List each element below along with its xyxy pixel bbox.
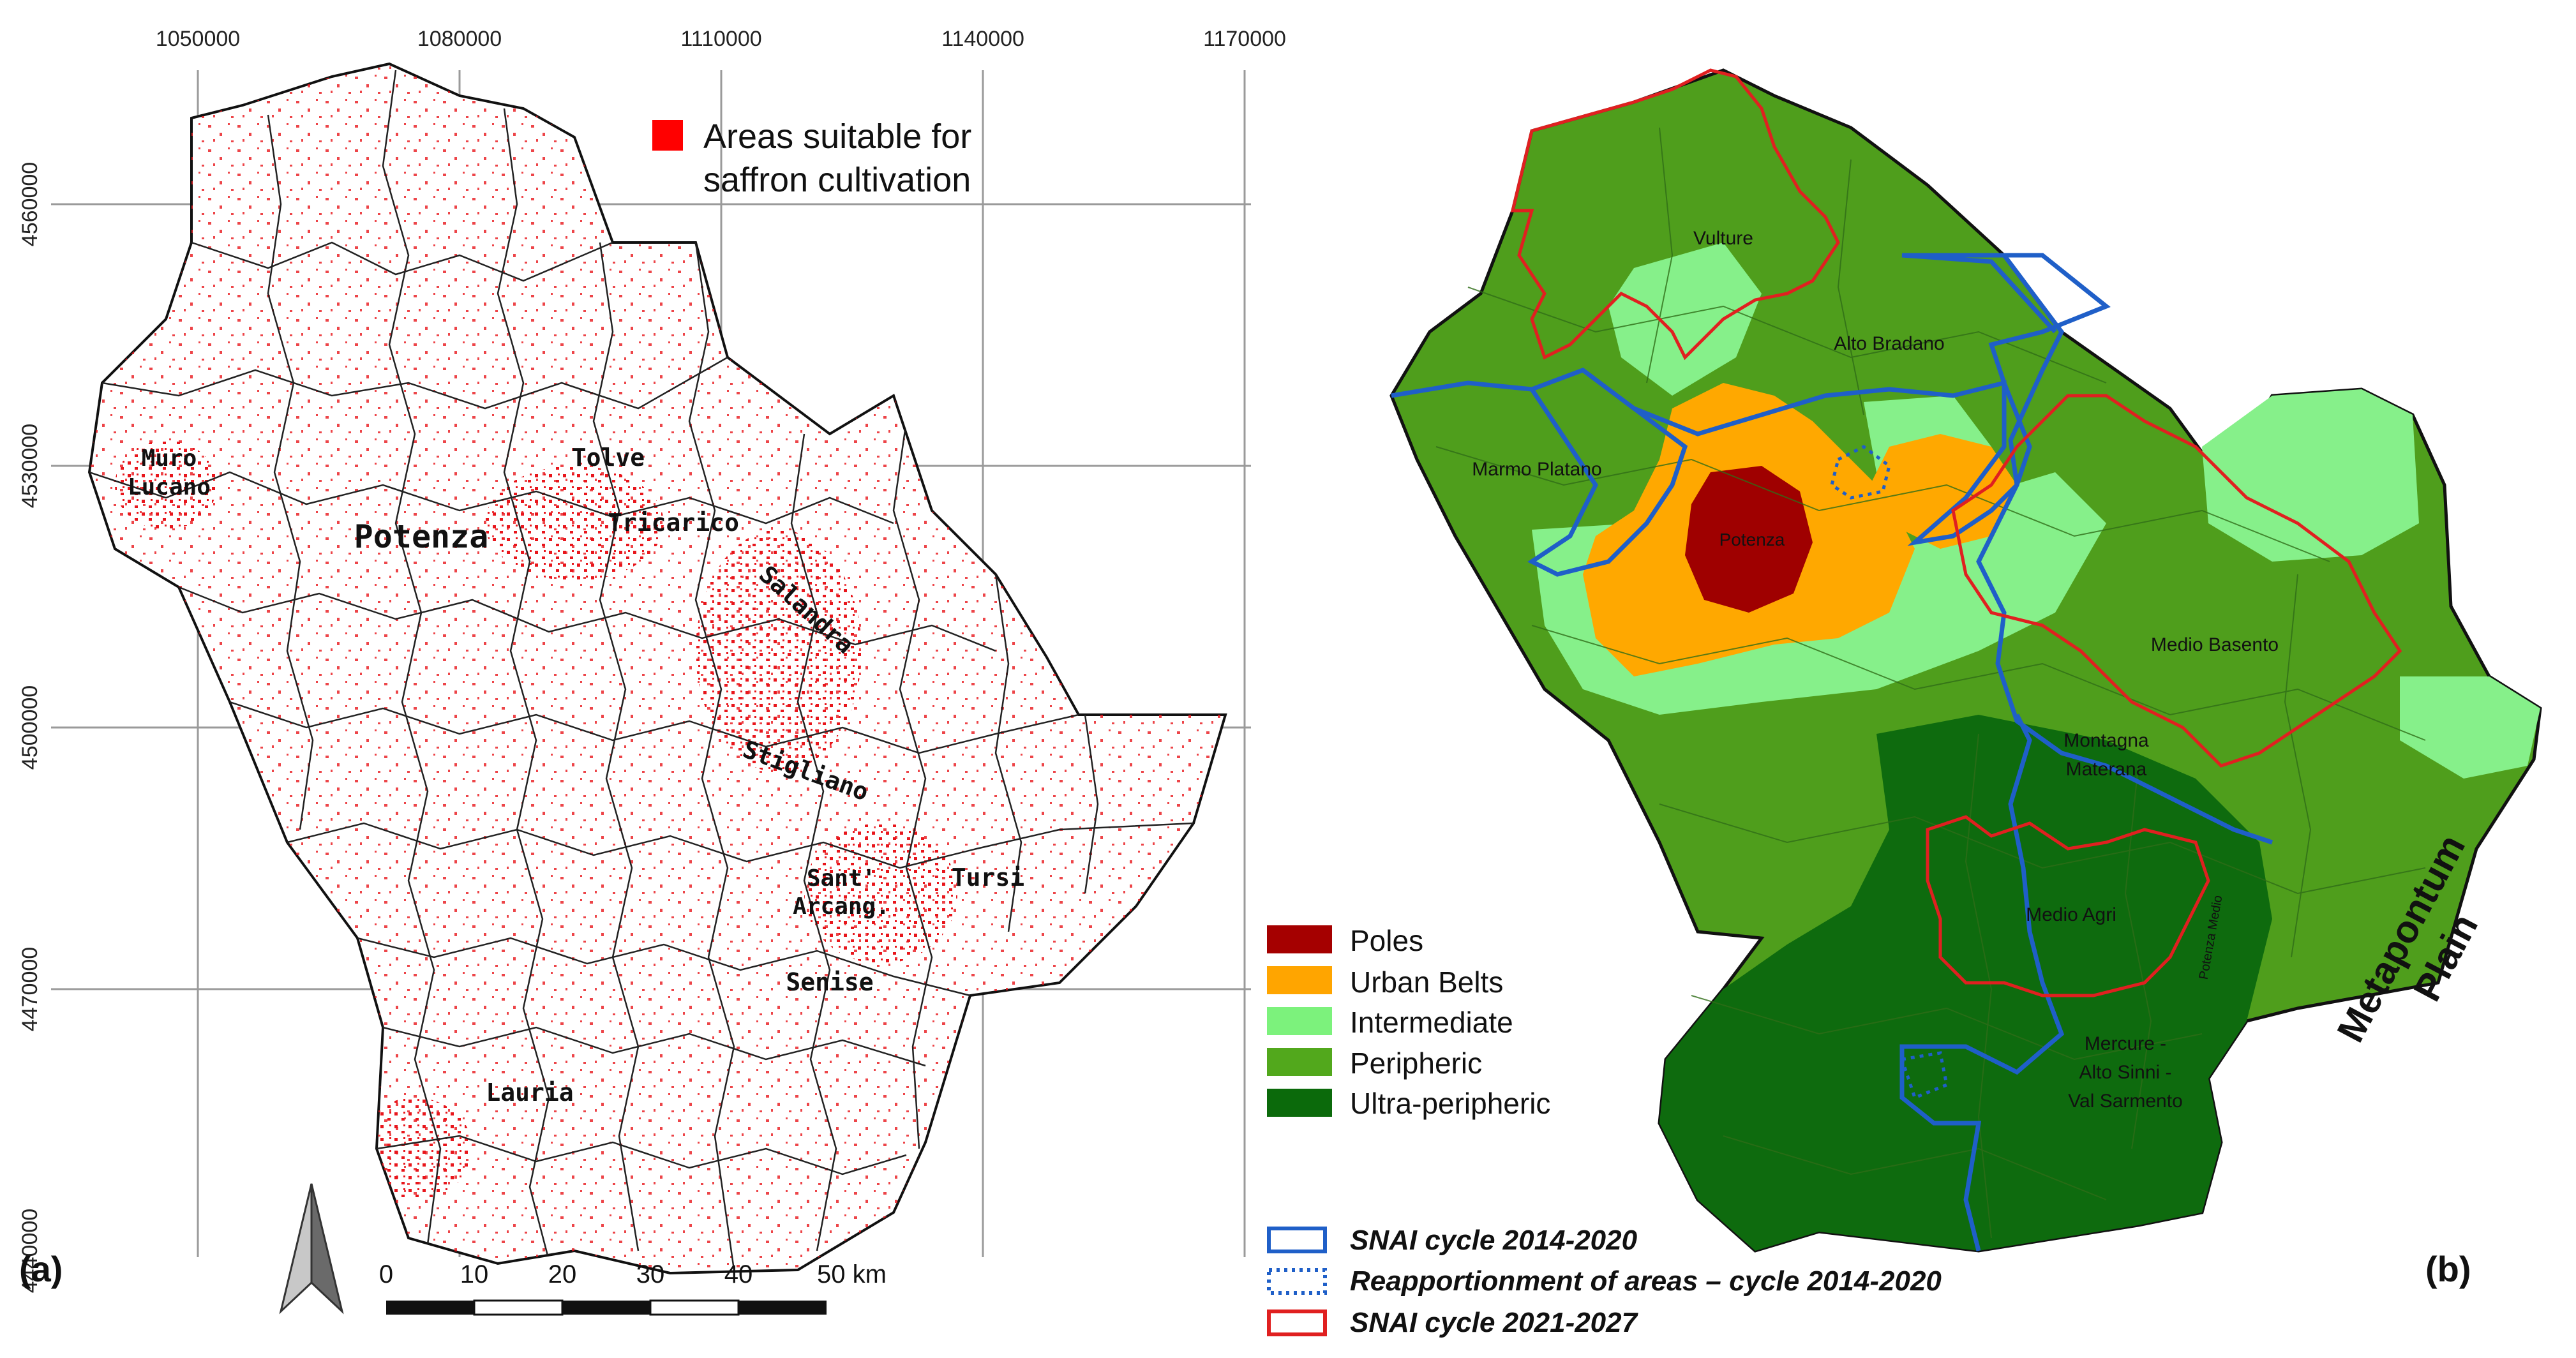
panel-a-tag: (a) <box>19 1249 63 1289</box>
legend-label: SNAI cycle 2021-2027 <box>1350 1307 1639 1338</box>
suitable-area-cluster <box>115 440 217 530</box>
area-label: Marmo Platano <box>1472 459 1601 480</box>
north-arrow-icon <box>279 1183 344 1315</box>
x-tick: 1110000 <box>680 27 761 51</box>
legend-label: Poles <box>1350 924 1423 957</box>
x-tick: 1140000 <box>941 27 1024 51</box>
place-label: Sant' <box>807 865 876 892</box>
legend-label: Intermediate <box>1350 1006 1513 1039</box>
area-label: Potenza <box>1719 530 1785 549</box>
suitable-area-cluster <box>357 1098 472 1200</box>
place-label: Potenza <box>354 518 489 555</box>
x-tick: 1080000 <box>417 27 502 51</box>
legend-swatch <box>1267 1310 1327 1336</box>
legend-swatch <box>1267 1048 1332 1076</box>
place-label: Tursi <box>952 863 1024 892</box>
x-tick: 1050000 <box>156 27 240 51</box>
y-tick: 4440000 <box>18 1209 42 1293</box>
legend-swatch <box>1267 1007 1332 1035</box>
intermediate-zone <box>2202 389 2419 562</box>
y-tick: 4500000 <box>18 685 42 770</box>
snai-2014-2020-boundary <box>1391 253 2273 1251</box>
scale-label: 10 <box>460 1260 489 1288</box>
area-label: Montagna <box>2063 730 2149 751</box>
area-label: Alto Sinni - <box>2079 1062 2171 1083</box>
legend-swatch <box>1267 1089 1332 1117</box>
scale-bar: 0 10 20 30 40 50 km <box>379 1260 887 1316</box>
legend-swatch <box>1267 925 1332 953</box>
y-tick: 4470000 <box>18 947 42 1031</box>
suitable-area-cluster <box>696 530 862 772</box>
place-label: Tolve <box>572 444 645 472</box>
area-label: Mercure - <box>2085 1033 2166 1054</box>
place-label: Lauria <box>486 1078 573 1107</box>
area-label: Medio Agri <box>2026 904 2116 925</box>
place-label: Arcang. <box>793 893 890 920</box>
scale-label: 30 <box>636 1260 665 1288</box>
class-legend: Poles Urban Belts Intermediate Peripheri… <box>1267 924 1550 1120</box>
y-tick: 4530000 <box>18 424 42 508</box>
place-label: Tricarico <box>608 509 739 537</box>
area-label: Medio Basento <box>2151 634 2279 655</box>
legend-label: saffron cultivation <box>703 161 971 199</box>
place-label: Senise <box>786 968 873 996</box>
area-label: Vulture <box>1693 228 1753 249</box>
legend-label: Areas suitable for <box>703 117 971 156</box>
scale-label: 50 km <box>817 1260 887 1288</box>
basilicata-region-a <box>87 62 1227 1275</box>
area-label: Val Sarmento <box>2068 1091 2183 1112</box>
area-label: Alto Bradano <box>1834 333 1944 354</box>
panel-b-tag: (b) <box>2425 1249 2471 1289</box>
suitable-area-cluster <box>804 823 957 964</box>
saffron-legend: Areas suitable for saffron cultivation <box>652 117 971 199</box>
legend-swatch <box>1267 1227 1327 1253</box>
place-label: Muro <box>142 445 197 472</box>
legend-label: Urban Belts <box>1350 966 1503 999</box>
boundary-legend: SNAI cycle 2014-2020 Reapportionment of … <box>1267 1225 1942 1338</box>
legend-swatch <box>652 120 683 151</box>
intermediate-zone <box>1608 243 1762 396</box>
scale-label: 20 <box>548 1260 577 1288</box>
legend-swatch <box>1267 1268 1327 1295</box>
scale-label: 40 <box>724 1260 753 1288</box>
scale-label: 0 <box>379 1260 393 1288</box>
panel-b-map: Vulture Alto Bradano Marmo Platano Poten… <box>1267 68 2542 1338</box>
snai-2021-2027-boundary <box>1926 815 2210 997</box>
legend-label: SNAI cycle 2014-2020 <box>1350 1225 1638 1256</box>
y-axis-ticks: 4560000 4530000 4500000 4470000 4440000 <box>18 162 42 1293</box>
legend-label: Peripheric <box>1350 1047 1482 1080</box>
legend-label: Reapportionment of areas – cycle 2014-20… <box>1350 1265 1942 1297</box>
intermediate-zone <box>2400 676 2540 779</box>
legend-swatch <box>1267 966 1332 994</box>
area-label: Materana <box>2066 759 2147 780</box>
reapportionment-boundary <box>1830 445 1949 1100</box>
y-tick: 4560000 <box>18 162 42 246</box>
legend-label: Ultra-peripheric <box>1350 1087 1550 1120</box>
snai-2021-2027-boundary <box>1951 394 2402 768</box>
panel-a-map: 1050000 1080000 1110000 1140000 1170000 … <box>18 27 1286 1316</box>
x-tick: 1170000 <box>1203 27 1286 51</box>
poles-zone <box>1685 466 1813 613</box>
place-label: Lucano <box>128 474 211 500</box>
suitable-area-cluster <box>485 466 664 581</box>
snai-2021-2027-boundary <box>1510 68 1840 361</box>
x-axis-ticks: 1050000 1080000 1110000 1140000 1170000 <box>156 27 1286 51</box>
